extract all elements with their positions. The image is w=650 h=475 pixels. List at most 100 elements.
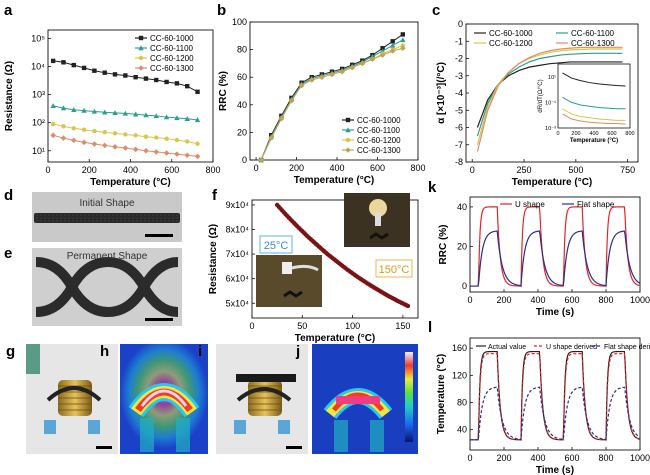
panel-letters: a b c d e f g h i j k l	[4, 2, 440, 360]
legend-label: CC-60-1100	[357, 126, 401, 135]
series-line	[470, 353, 641, 441]
data-point	[288, 97, 295, 104]
data-point	[123, 132, 128, 137]
x-tick-label: 400	[530, 453, 545, 463]
data-point	[184, 152, 191, 159]
legend-marker	[138, 45, 144, 51]
data-point	[71, 62, 76, 68]
x-tick-label: 600	[564, 295, 579, 305]
legend-label: CC-60-1000	[489, 29, 533, 38]
y-tick-label: -8	[455, 157, 463, 167]
panel-f-resistance-vs-temperature: 0 50 100 150 5x10⁴ 6x10⁴ 7x10⁴ 8x10⁴ 9x10⁴ Temper…	[208, 199, 419, 344]
y-tick-label: 60	[237, 72, 247, 82]
data-point	[390, 39, 395, 44]
data-point	[369, 53, 376, 59]
panel-label-h: h	[100, 343, 109, 360]
data-point	[81, 107, 87, 113]
x-tick-label: 800	[598, 453, 613, 463]
y-tick-label: 160	[452, 343, 467, 353]
inset-x-tick-label: 200	[571, 131, 580, 137]
inset-series-line	[562, 72, 626, 87]
panel-label-e: e	[4, 245, 12, 262]
data-point	[369, 56, 376, 63]
y-tick-label: 20	[457, 241, 467, 251]
y-tick-label: 10⁵	[31, 33, 45, 43]
data-point	[298, 82, 305, 89]
x-tick-label: 200	[289, 163, 304, 173]
panel-label-k: k	[428, 179, 437, 196]
legend-marker	[345, 147, 351, 153]
data-point	[122, 145, 129, 151]
x-tick-label: 50	[297, 321, 307, 331]
data-point	[101, 142, 108, 149]
y-tick-label: -1	[455, 36, 463, 46]
x-tick-label: 1000	[630, 453, 650, 463]
x-tick-label: 100	[345, 321, 360, 331]
data-point	[174, 81, 180, 86]
y-tick-label: 80	[237, 45, 247, 55]
data-point	[60, 105, 67, 111]
data-point	[92, 128, 97, 134]
y-axis-label: Temperature (°C)	[436, 354, 447, 435]
inset-x-tick-label: 0	[556, 131, 559, 137]
panel-c-alpha-vs-temperature: 0 250 500 750 -8 -7 -6 -5 -4 -3 -2 -1 0 Temperature (…	[436, 19, 639, 188]
data-point	[194, 117, 201, 123]
x-tick-label: 250	[517, 165, 532, 175]
data-point	[91, 141, 98, 147]
inset-x-tick-label: 600	[607, 131, 616, 137]
data-point	[174, 151, 180, 157]
x-tick-label: 400	[330, 163, 345, 173]
legend-label: CC-60-1200	[357, 136, 401, 145]
data-point	[102, 130, 107, 135]
legend-label: CC-60-1300	[571, 39, 615, 48]
y-tick-label: 0	[242, 155, 247, 165]
legend-label: CC-60-1300	[150, 64, 194, 73]
y-tick-label: 20	[237, 127, 247, 137]
x-tick-label: 200	[496, 295, 511, 305]
legend-marker	[138, 65, 144, 71]
data-point	[153, 149, 160, 155]
y-tick-label: -2	[455, 54, 463, 64]
data-point	[91, 108, 98, 114]
data-point	[308, 77, 315, 83]
data-point	[380, 46, 385, 51]
data-point	[154, 135, 159, 140]
photo-label-initial: Initial Shape	[79, 198, 134, 209]
data-point	[258, 157, 264, 163]
y-axis-label: Resistance (Ω)	[208, 224, 219, 294]
series-line	[476, 46, 623, 152]
plot-frame	[249, 21, 419, 161]
data-point	[133, 74, 138, 80]
y-tick-label: 40	[237, 100, 247, 110]
data-point	[133, 133, 138, 138]
data-point	[400, 37, 406, 43]
panel-f-photo-inset-left	[256, 255, 322, 307]
data-point	[112, 110, 118, 116]
x-axis-label: Time (s)	[536, 307, 574, 318]
data-point	[50, 103, 56, 109]
y-axis-label: Resistance (Ω)	[4, 61, 15, 131]
data-point	[379, 52, 386, 58]
inset-series-line	[562, 96, 626, 110]
x-tick-label: 0	[254, 163, 259, 173]
panel-label-l: l	[428, 319, 432, 336]
data-point	[112, 131, 118, 136]
y-tick-label: 0	[458, 19, 463, 29]
legend-marker	[345, 137, 351, 143]
legend-label: CC-60-1300	[357, 146, 401, 155]
data-point	[389, 42, 396, 48]
panel-a-resistance-vs-temperature: 0 200 400 600 800 10¹ 10² 10³ 10⁴ 10⁵ Temperature …	[4, 29, 221, 188]
y-tick-label: 9x10⁴	[226, 200, 250, 210]
data-point	[143, 112, 149, 118]
y-tick-label: -3	[455, 71, 463, 81]
y-tick-label: 80	[457, 397, 467, 407]
inset-x-axis-label: Temperature (°C)	[570, 138, 618, 144]
x-tick-label: 800	[598, 295, 613, 305]
y-axis-label: α [×10⁻³](/°C)	[436, 62, 447, 124]
y-tick-label: 40	[457, 202, 467, 212]
data-point	[112, 72, 118, 77]
data-point	[143, 134, 149, 139]
data-point	[153, 113, 159, 119]
inset-series-line	[562, 108, 626, 121]
